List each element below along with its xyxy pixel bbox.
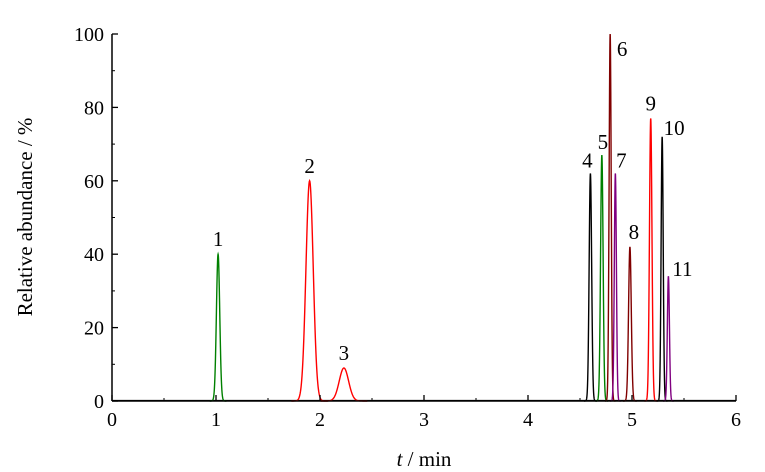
peak-labels: 1 2 3 45 6 7 8 9 10 11 <box>213 37 693 365</box>
peak-label-7: 7 <box>616 148 627 172</box>
y-tick-label: 100 <box>74 24 104 46</box>
x-tick-label: 3 <box>419 409 429 431</box>
peak-label-4: 4 <box>582 148 593 172</box>
y-tick-label: 40 <box>84 244 104 266</box>
peak-label-1: 1 <box>213 227 224 251</box>
peak-trace-9 <box>644 118 657 402</box>
peak-label-11: 11 <box>672 257 692 281</box>
peak-label-9: 9 <box>645 91 656 115</box>
peak-label-6: 6 <box>617 37 628 61</box>
y-tick-label: 80 <box>84 97 104 119</box>
x-tick-label: 6 <box>731 409 741 431</box>
y-tick-label: 20 <box>84 318 104 340</box>
peak-label-5: 5 <box>598 130 609 154</box>
x-tick-label: 5 <box>627 409 637 431</box>
peak-trace-1 <box>209 251 227 402</box>
peak-label-10: 10 <box>664 116 685 140</box>
y-axis-title: Relative abundance / % <box>13 118 37 317</box>
peak-trace-10 <box>656 136 668 402</box>
chromatogram-traces <box>112 33 736 402</box>
peak-label-2: 2 <box>304 154 315 178</box>
peak-trace-6 <box>604 33 616 402</box>
x-tick-label: 1 <box>211 409 221 431</box>
x-tick-label: 4 <box>523 409 533 431</box>
x-tick-label: 0 <box>107 409 117 431</box>
peak-trace-5 <box>595 155 609 402</box>
x-axis-variable: t <box>397 447 404 471</box>
tick-marks <box>111 33 737 402</box>
peak-trace-7 <box>610 173 621 402</box>
peak-trace-2 <box>291 178 328 402</box>
y-tick-label: 60 <box>84 171 104 193</box>
peak-trace-3 <box>320 367 368 402</box>
axes <box>111 34 736 402</box>
peak-trace-8 <box>623 246 637 402</box>
peak-trace-4 <box>584 173 597 402</box>
y-tick-label: 0 <box>94 391 104 413</box>
x-axis-title: t / min <box>397 447 452 471</box>
x-axis-unit: / min <box>402 447 452 471</box>
x-tick-label: 2 <box>315 409 325 431</box>
peak-label-8: 8 <box>629 220 640 244</box>
peak-label-3: 3 <box>339 341 350 365</box>
